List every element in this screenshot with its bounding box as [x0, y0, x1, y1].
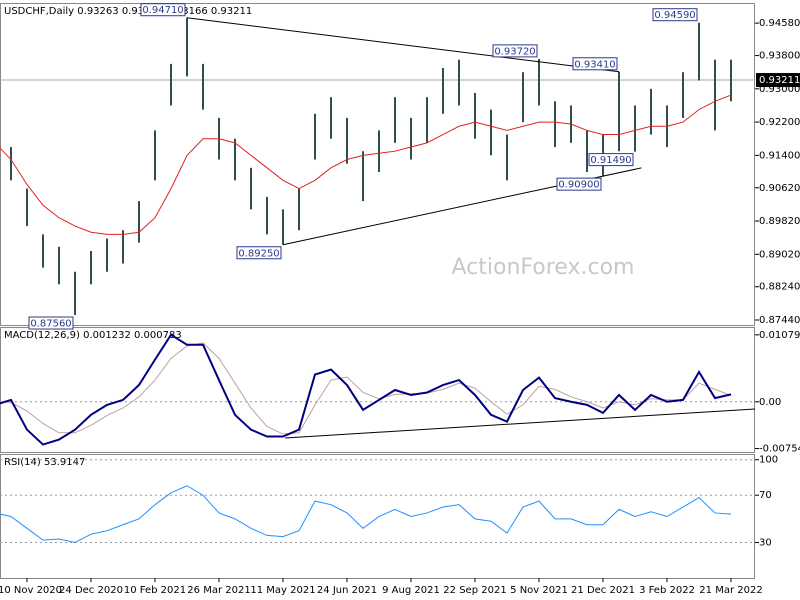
x-tick-label: 3 Feb 2022 [639, 585, 695, 596]
y-tick-label: 70 [759, 490, 772, 501]
macd-plot [0, 333, 755, 446]
price-title: USDCHF,Daily 0.93263 0.93368 0.93166 0.9… [4, 6, 252, 17]
x-tick-label: 5 Nov 2021 [510, 585, 568, 596]
annotation-label: 0.94590 [654, 10, 695, 21]
annotation-box [572, 57, 618, 71]
x-tick-label: 21 Mar 2022 [699, 585, 762, 596]
macd-line [0, 333, 732, 446]
annotation-label: 0.89250 [238, 248, 279, 259]
annotation-box [588, 153, 634, 167]
y-tick-label: -0.007548 [759, 444, 800, 455]
y-tick-label: 30 [759, 538, 772, 549]
annotation-label: 0.93720 [494, 46, 535, 57]
x-tick-label: 10 Feb 2021 [124, 585, 186, 596]
y-tick-label: 0.93000 [759, 84, 800, 95]
x-tick-label: 24 Jun 2021 [317, 585, 377, 596]
last-price-label: 0.93211 [759, 75, 800, 86]
price-panel [0, 3, 755, 326]
y-tick-label: 0.88240 [759, 282, 800, 293]
y-tick-label: 0.89020 [759, 249, 800, 260]
macd-title: MACD(12,26,9) 0.001232 0.000783 [4, 330, 182, 341]
macd-line [0, 342, 732, 435]
annotation-label: 0.87560 [30, 319, 71, 330]
y-tick-label: 0.00 [759, 397, 781, 408]
price-plot [0, 17, 755, 316]
rsi-panel [0, 454, 755, 579]
annotation-label: 0.93410 [574, 59, 615, 70]
x-tick-label: 11 May 2021 [250, 585, 315, 596]
rsi-title: RSI(14) 53.9147 [4, 457, 85, 468]
x-tick-label: 24 Dec 2020 [59, 585, 123, 596]
rsi-plot [0, 485, 732, 544]
annotation-box [236, 246, 282, 260]
last-price-box [756, 73, 800, 88]
y-tick-label: 0.92200 [759, 117, 800, 128]
y-tick-label: 0.87440 [759, 315, 800, 326]
y-tick-label: 0.93800 [759, 51, 800, 62]
x-tick-label: 21 Dec 2021 [571, 585, 635, 596]
macd-panel [0, 327, 755, 453]
x-tick-label: 10 Nov 2020 [0, 585, 62, 596]
trendline [186, 17, 620, 73]
moving-average [0, 94, 732, 235]
annotation-label: 0.94710 [142, 5, 183, 16]
rsi-line [0, 485, 732, 544]
annotation-box [652, 8, 698, 22]
annotation-box [28, 316, 74, 330]
watermark: ActionForex.com [452, 255, 635, 280]
y-tick-label: 0.90620 [759, 183, 800, 194]
y-tick-label: 100 [759, 455, 778, 466]
x-tick-label: 22 Sep 2021 [443, 585, 506, 596]
y-tick-label: 0.91400 [759, 150, 800, 161]
annotation-box [556, 177, 602, 191]
annotation-box [140, 3, 186, 17]
annotation-label: 0.91490 [590, 155, 631, 166]
annotation-box [492, 44, 538, 58]
annotation-label: 0.90900 [558, 180, 599, 191]
y-tick-label: 0.89820 [759, 216, 800, 227]
y-tick-label: 0.94580 [759, 18, 800, 29]
x-tick-label: 9 Aug 2021 [382, 585, 440, 596]
macd-trendline [284, 408, 756, 439]
y-tick-label: 0.010797 [759, 330, 800, 341]
x-tick-label: 26 Mar 2021 [187, 585, 250, 596]
